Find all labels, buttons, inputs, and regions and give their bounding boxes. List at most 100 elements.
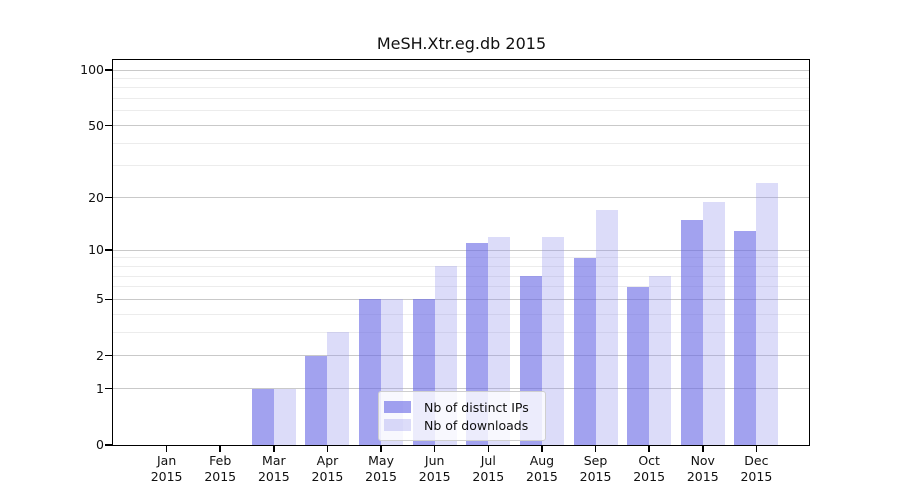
bar-downloads-aug: [541, 236, 564, 445]
gridline-major: [113, 355, 810, 357]
bar-distinct-ips-sep: [573, 257, 596, 445]
x-tick-mark: [755, 446, 758, 452]
legend-label: Nb of distinct IPs: [424, 399, 529, 415]
y-tick-label: 100: [80, 62, 104, 77]
x-tick-label-aug: Aug 2015: [510, 453, 574, 484]
month-label: Dec: [744, 453, 769, 468]
legend-label: Nb of downloads: [424, 417, 529, 433]
gridline-minor: [113, 77, 810, 79]
year-label: 2015: [257, 468, 290, 484]
x-tick-label-oct: Oct 2015: [617, 453, 681, 484]
x-tick-mark: [326, 446, 329, 452]
month-label: Nov: [690, 453, 715, 468]
x-tick-mark: [433, 446, 436, 452]
y-tick-mark: [105, 444, 112, 446]
y-tick-mark: [105, 69, 112, 71]
gridline-major: [113, 388, 810, 390]
gridline-minor: [113, 87, 810, 89]
bar-distinct-ips-dec: [734, 230, 757, 445]
year-label: 2015: [418, 468, 451, 484]
bar-distinct-ips-may: [359, 299, 382, 445]
year-label: 2015: [633, 468, 666, 484]
legend-entry: Nb of downloads: [384, 416, 545, 434]
x-tick-label-dec: Dec 2015: [724, 453, 788, 484]
x-tick-mark: [594, 446, 597, 452]
y-tick-mark: [105, 298, 112, 301]
gridline-minor: [113, 110, 810, 112]
bar-distinct-ips-apr: [305, 355, 328, 445]
gridline-minor: [113, 142, 810, 144]
gridline-minor: [113, 286, 810, 288]
legend: Nb of distinct IPs Nb of downloads: [378, 391, 546, 441]
x-tick-mark: [273, 446, 275, 452]
y-tick-mark: [105, 387, 112, 390]
gridline-minor: [113, 98, 810, 100]
x-tick-mark: [541, 446, 543, 452]
gridline-minor: [113, 313, 810, 315]
year-label: 2015: [365, 468, 397, 484]
month-label: Oct: [638, 453, 660, 468]
year-label: 2015: [150, 468, 183, 484]
bar-distinct-ips-mar: [251, 388, 274, 445]
gridline-major: [113, 249, 810, 251]
year-label: 2015: [740, 468, 773, 484]
month-label: May: [368, 453, 394, 468]
gridline-major: [113, 197, 810, 199]
gridline-minor: [113, 265, 810, 267]
year-label: 2015: [204, 468, 237, 484]
year-label: 2015: [579, 468, 612, 484]
x-tick-label-may: May 2015: [349, 453, 413, 484]
month-label: Mar: [262, 453, 286, 468]
y-tick-label: 0: [96, 437, 104, 452]
month-label: Feb: [209, 453, 232, 468]
month-label: Sep: [583, 453, 608, 468]
x-tick-mark: [702, 446, 704, 452]
gridline-major: [113, 125, 810, 127]
chart-title: MeSH.Xtr.eg.db 2015: [376, 34, 547, 53]
month-label: Jul: [480, 453, 496, 468]
y-tick-label: 1: [96, 380, 104, 396]
x-tick-mark: [219, 446, 221, 452]
bar-downloads-dec: [756, 183, 779, 445]
x-tick-label-sep: Sep 2015: [564, 453, 628, 484]
legend-swatch-distinct-ips: [384, 401, 411, 413]
y-tick-label: 50: [88, 117, 104, 133]
bar-downloads-nov: [702, 201, 725, 445]
year-label: 2015: [686, 468, 719, 484]
gridline-minor: [113, 275, 810, 277]
gridline-major: [113, 298, 810, 300]
y-tick-label: 5: [96, 291, 104, 307]
x-tick-label-jun: Jun 2015: [403, 453, 467, 484]
month-label: Jan: [156, 453, 177, 468]
year-label: 2015: [472, 468, 505, 484]
x-tick-mark: [648, 446, 650, 452]
y-tick-mark: [105, 249, 112, 251]
y-tick-mark: [105, 354, 112, 357]
month-label: Aug: [529, 453, 555, 468]
bar-distinct-ips-oct: [627, 286, 650, 445]
bar-distinct-ips-nov: [680, 219, 703, 445]
bar-downloads-sep: [595, 210, 618, 445]
gridline-major: [113, 69, 810, 71]
x-tick-label-feb: Feb 2015: [188, 453, 252, 484]
y-tick-mark: [105, 196, 112, 199]
month-label: Apr: [316, 453, 339, 468]
gridline-minor: [113, 257, 810, 259]
x-tick-label-apr: Apr 2015: [295, 453, 359, 484]
y-tick-label: 2: [96, 347, 104, 363]
legend-swatch-downloads: [384, 419, 411, 431]
year-label: 2015: [311, 468, 344, 484]
legend-entry: Nb of distinct IPs: [384, 398, 545, 416]
bar-downloads-apr: [327, 332, 350, 445]
bar-downloads-oct: [649, 276, 672, 445]
y-tick-mark: [105, 124, 112, 127]
x-tick-label-mar: Mar 2015: [242, 453, 306, 484]
month-label: Jun: [424, 453, 445, 468]
x-tick-mark: [380, 446, 382, 452]
year-label: 2015: [526, 468, 558, 484]
y-tick-label: 20: [88, 189, 104, 205]
x-tick-label-nov: Nov 2015: [671, 453, 735, 484]
y-tick-label: 10: [88, 242, 104, 258]
x-tick-label-jul: Jul 2015: [456, 453, 520, 484]
